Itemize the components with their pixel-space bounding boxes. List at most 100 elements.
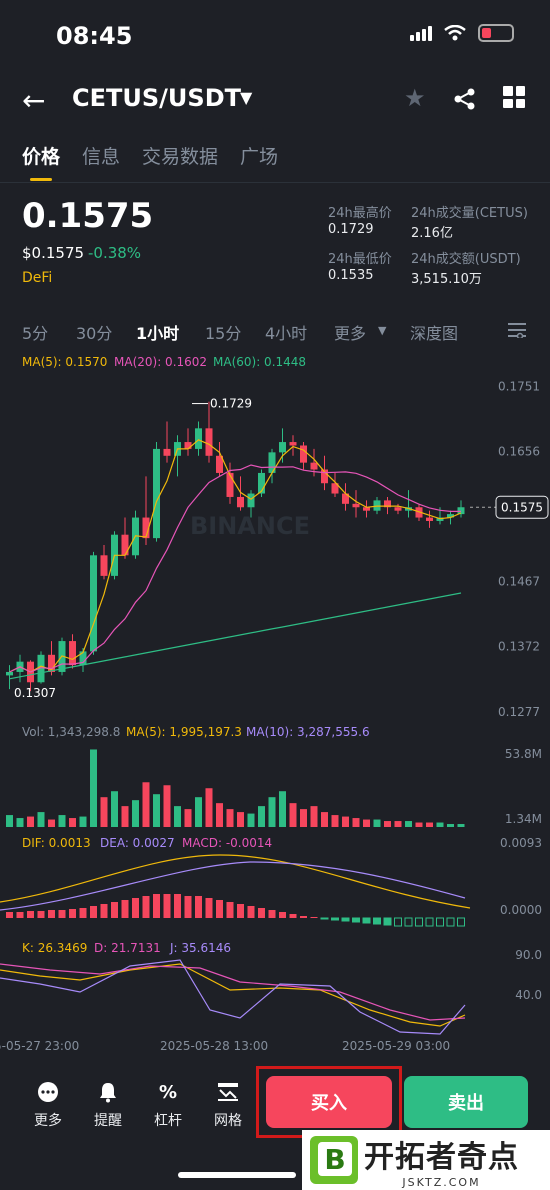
- grid-button[interactable]: 网格: [208, 1080, 248, 1130]
- home-indicator[interactable]: [178, 1172, 296, 1178]
- interval-15m[interactable]: 15分: [205, 324, 242, 343]
- last-price: 0.1575: [22, 196, 154, 236]
- volume-value: 2.16亿: [411, 226, 453, 241]
- macd-bar: [394, 917, 402, 927]
- volume-bar: [174, 806, 181, 827]
- caret-down-icon[interactable]: ▼: [378, 324, 387, 337]
- volume-bar: [447, 824, 454, 827]
- price-axis-label: 0.1751: [498, 379, 540, 393]
- macd-bar: [174, 894, 181, 918]
- high-marker-label: 0.1729: [210, 397, 252, 411]
- candle-body: [342, 493, 349, 504]
- candle-body: [289, 442, 297, 446]
- macd-bar: [247, 906, 255, 918]
- grid-menu-icon[interactable]: [503, 86, 525, 108]
- vol-axis-top: 53.8M: [505, 747, 542, 761]
- tab-indicator: [30, 178, 52, 181]
- interval-depth[interactable]: 深度图: [410, 324, 459, 343]
- tab-price[interactable]: 价格: [22, 146, 61, 168]
- candle-body: [394, 507, 402, 511]
- d-line: [0, 963, 466, 1021]
- amount-label: 24h成交额(USDT): [411, 252, 521, 267]
- tab-square[interactable]: 广场: [240, 146, 279, 168]
- macd-bar: [258, 908, 265, 918]
- kdj-j: J: 35.6146: [169, 941, 231, 955]
- candle-body: [384, 500, 391, 508]
- price-axis-label: 0.1656: [498, 445, 540, 459]
- tab-info[interactable]: 信息: [82, 146, 121, 168]
- volume-bar: [195, 797, 202, 827]
- share-icon[interactable]: [454, 88, 476, 110]
- candle-body: [268, 452, 276, 473]
- macd-bar: [216, 900, 223, 918]
- caret-down-icon[interactable]: ▼: [240, 88, 253, 107]
- dea-line: [0, 861, 466, 911]
- candle-body: [69, 641, 76, 666]
- time-axis-label: 5-05-27 23:00: [0, 1039, 79, 1053]
- vol-ma10-indicator: MA(10): 3,287,555.6: [246, 725, 370, 739]
- buy-button[interactable]: 买入: [266, 1076, 392, 1128]
- candle-body: [6, 671, 13, 676]
- candle-body: [205, 428, 213, 456]
- kdj-axis-top: 90.0: [515, 948, 542, 962]
- status-icons: [410, 24, 514, 42]
- macd-bar: [205, 898, 213, 918]
- macd-bar: [373, 917, 381, 925]
- margin-button[interactable]: % 杠杆: [148, 1080, 188, 1130]
- volume-bar: [247, 813, 255, 827]
- back-arrow-icon[interactable]: ←: [22, 84, 46, 117]
- candle-body: [447, 514, 454, 518]
- pair-title[interactable]: CETUS/USDT: [72, 84, 241, 112]
- volume-bar: [331, 815, 339, 827]
- divider: [0, 182, 550, 183]
- candle-body: [195, 428, 202, 449]
- macd-bar: [48, 910, 55, 918]
- chart-settings-icon[interactable]: [508, 322, 526, 338]
- macd-bar: [6, 912, 13, 918]
- candle-body: [457, 507, 465, 515]
- star-icon[interactable]: ★: [404, 84, 426, 112]
- tab-trading-data[interactable]: 交易数据: [142, 146, 219, 168]
- site-logo: B: [310, 1136, 358, 1184]
- time-axis-label: 2025-05-29 03:00: [342, 1039, 450, 1053]
- interval-4h[interactable]: 4小时: [265, 324, 308, 343]
- candle-body: [247, 493, 255, 508]
- interval-30m[interactable]: 30分: [76, 324, 113, 343]
- macd-bar: [163, 894, 171, 918]
- volume-bar: [132, 800, 139, 827]
- macd-bar: [362, 917, 371, 924]
- macd-bar: [415, 917, 423, 927]
- candle-body: [226, 472, 234, 497]
- price-axis-label: 0.1467: [498, 574, 540, 588]
- candle-body: [426, 517, 433, 521]
- category-tag[interactable]: DeFi: [22, 270, 53, 286]
- interval-1h[interactable]: 1小时: [136, 324, 180, 343]
- volume-bar: [289, 803, 297, 827]
- low-value: 0.1535: [328, 268, 374, 283]
- volume-bar: [37, 812, 45, 827]
- amount-value: 3,515.10万: [411, 272, 482, 287]
- macd-bar: [268, 910, 276, 918]
- price-change: -0.38%: [88, 244, 142, 262]
- macd-bar: [58, 910, 66, 918]
- volume-bar: [153, 794, 160, 827]
- volume-bar: [342, 816, 349, 827]
- more-button[interactable]: 更多: [28, 1080, 68, 1130]
- volume-bar: [163, 785, 171, 827]
- price-chart[interactable]: MA(5): 0.1570 MA(20): 0.1602 MA(60): 0.1…: [0, 350, 550, 1060]
- vol-indicator: Vol: 1,343,298.8: [22, 725, 120, 739]
- candle-body: [331, 483, 339, 494]
- current-price-label: 0.1575: [501, 500, 543, 514]
- candle-body: [237, 496, 244, 508]
- ma-indicator-60: MA(60): 0.1448: [213, 355, 306, 369]
- macd-axis-zero: 0.0000: [500, 903, 542, 917]
- volume-bar: [226, 809, 234, 827]
- alert-button[interactable]: 提醒: [88, 1080, 128, 1130]
- candle-body: [352, 503, 360, 508]
- interval-5m[interactable]: 5分: [22, 324, 49, 343]
- sell-button[interactable]: 卖出: [404, 1076, 528, 1128]
- volume-bar: [27, 816, 34, 827]
- k-line: [0, 963, 466, 1027]
- more-label: 更多: [34, 1113, 62, 1129]
- interval-more[interactable]: 更多: [334, 324, 367, 343]
